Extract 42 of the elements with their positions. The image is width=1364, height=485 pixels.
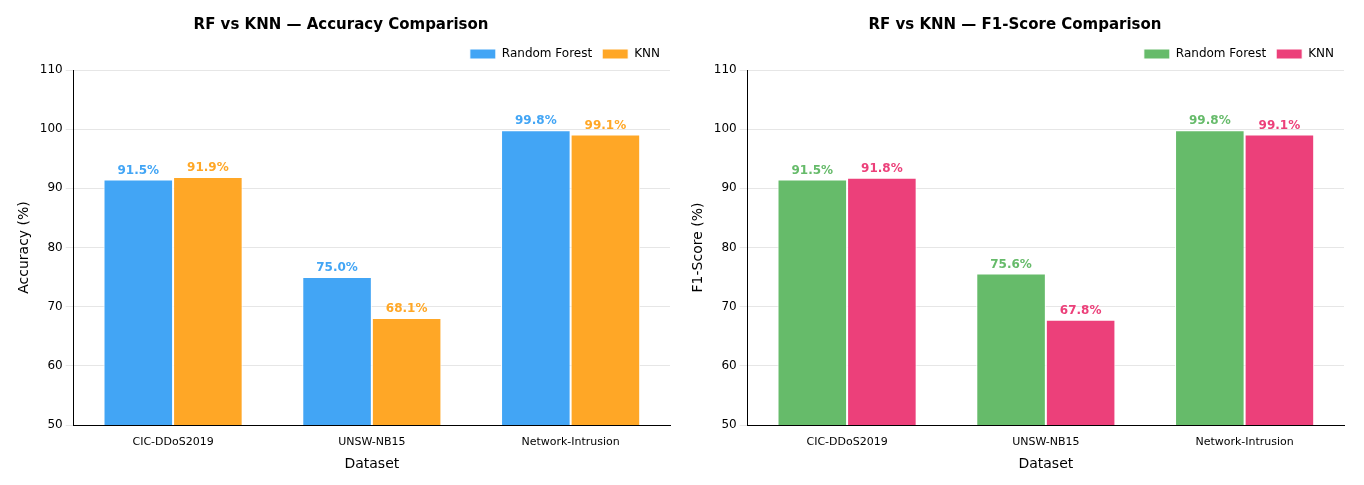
data-label: 75.6%: [990, 256, 1032, 271]
data-label: 91.9%: [187, 160, 229, 175]
chart-title: RF vs KNN — Accuracy Comparison: [193, 14, 489, 33]
legend-label: Random Forest: [1175, 46, 1267, 61]
x-tick-label: CIC-DDoS2019: [132, 435, 214, 449]
x-tick-label: Network-Intrusion: [1195, 435, 1294, 449]
legend-label: KNN: [634, 46, 661, 61]
data-label: 99.1%: [584, 117, 627, 132]
data-label: 91.8%: [861, 160, 903, 175]
data-label: 99.8%: [515, 113, 557, 128]
y-tick-label: 90: [47, 180, 63, 195]
data-label: 68.1%: [385, 301, 428, 316]
chart-title: RF vs KNN — F1-Score Comparison: [868, 14, 1162, 33]
y-tick-label: 50: [721, 417, 737, 432]
y-tick-label: 100: [713, 121, 737, 136]
y-tick-label: 100: [39, 121, 63, 136]
data-label: 75.0%: [316, 260, 358, 275]
x-tick-label: Network-Intrusion: [521, 435, 620, 449]
x-tick-label: UNSW-NB15: [1012, 435, 1080, 449]
y-tick-label: 80: [721, 239, 737, 254]
y-tick-label: 70: [47, 298, 63, 313]
y-axis-title: Accuracy (%): [15, 201, 32, 294]
y-tick-label: 60: [721, 357, 737, 372]
y-tick-label: 60: [47, 357, 63, 372]
x-tick-label: UNSW-NB15: [338, 435, 406, 449]
y-tick-label: 70: [721, 298, 737, 313]
y-tick-label: 90: [721, 180, 737, 195]
x-tick-label: CIC-DDoS2019: [806, 435, 888, 449]
y-axis-title: F1-Score (%): [689, 202, 706, 293]
y-tick-label: 80: [47, 239, 63, 254]
data-label: 67.8%: [1059, 302, 1102, 317]
y-tick-label: 50: [47, 417, 63, 432]
data-label: 99.1%: [1258, 117, 1301, 132]
data-label: 99.8%: [1189, 113, 1231, 128]
data-label: 91.5%: [791, 162, 834, 177]
data-label: 91.5%: [117, 162, 160, 177]
legend-label: Random Forest: [501, 46, 593, 61]
legend-label: KNN: [1308, 46, 1335, 61]
x-axis-title: Dataset: [1018, 455, 1074, 472]
y-tick-label: 110: [713, 62, 737, 77]
y-tick-label: 110: [39, 62, 63, 77]
x-axis-title: Dataset: [344, 455, 400, 472]
